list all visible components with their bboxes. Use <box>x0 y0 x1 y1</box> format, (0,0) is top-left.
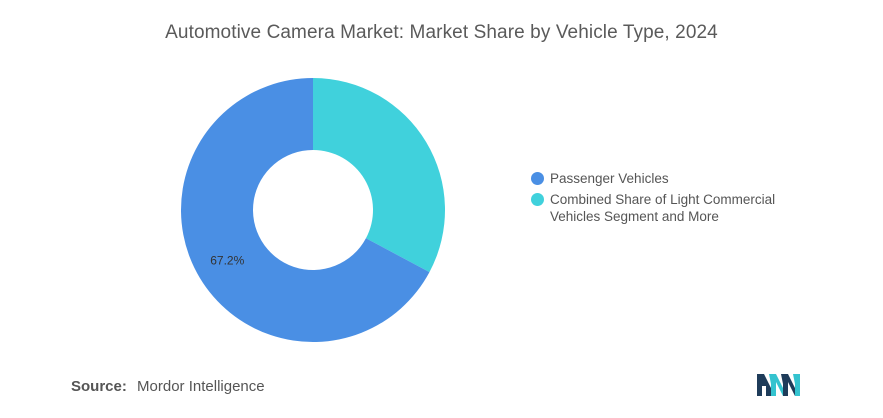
mordor-intelligence-logo-icon <box>757 374 800 396</box>
chart-title: Automotive Camera Market: Market Share b… <box>165 22 718 43</box>
legend-swatch <box>531 172 544 185</box>
source-note: Source: Mordor Intelligence <box>71 378 265 395</box>
data-label: 67.2% <box>210 254 244 268</box>
chart-legend: Passenger Vehicles Combined Share of Lig… <box>531 170 821 229</box>
legend-swatch <box>531 193 544 206</box>
legend-label: Passenger Vehicles <box>550 171 669 186</box>
legend-item-light-commercial-vehicles: Combined Share of Light Commercial Vehic… <box>531 191 821 225</box>
legend-label: Combined Share of Light Commercial Vehic… <box>550 192 776 224</box>
source-text: Mordor Intelligence <box>137 378 265 395</box>
donut-slice-passenger-vehicles <box>180 78 430 342</box>
legend-item-passenger-vehicles: Passenger Vehicles <box>531 170 821 187</box>
source-label: Source: <box>71 378 127 395</box>
donut-slices <box>180 78 445 342</box>
donut-slice-light-commercial-vehicles <box>313 78 445 273</box>
data-labels: 67.2% <box>210 254 244 268</box>
